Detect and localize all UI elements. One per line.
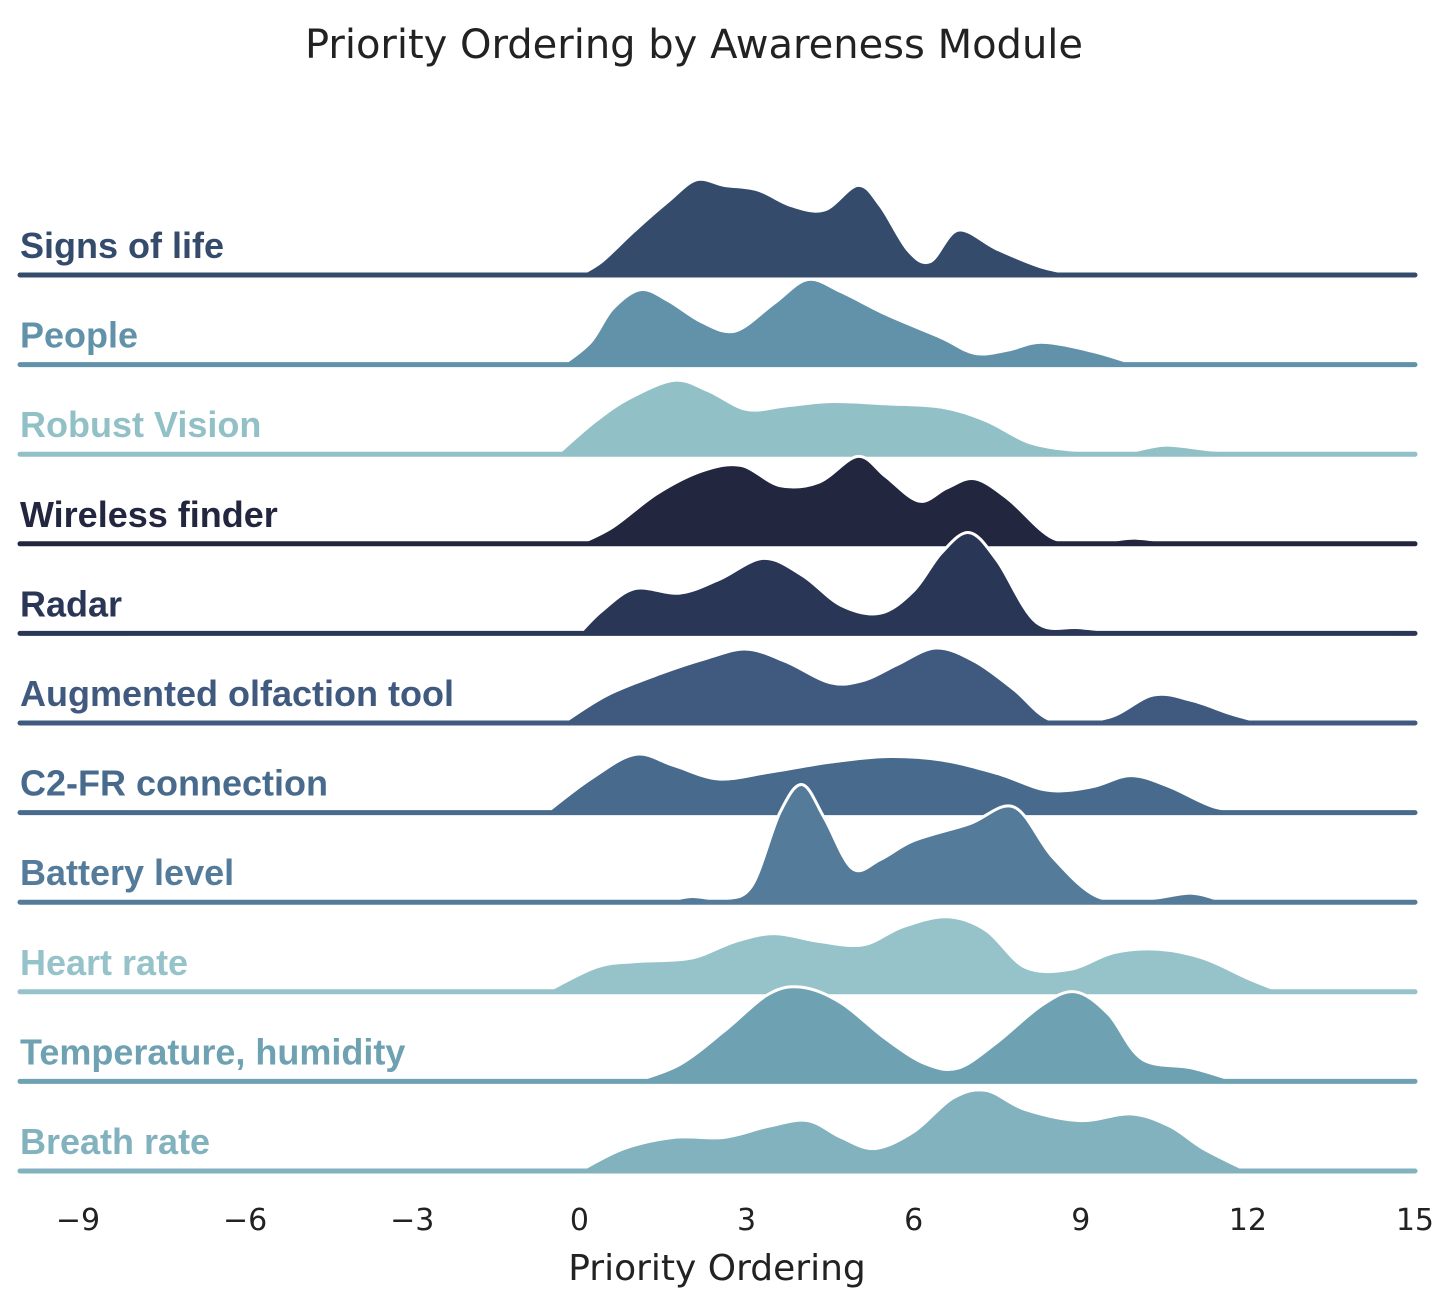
ridge-area [635,986,1237,1082]
ridge-outline [545,915,1282,994]
ridges-group: Signs of life People Robust Vision Wireless… [17,177,1418,1174]
ridge-area [562,647,1265,723]
x-tick-label: 0 [570,1203,589,1238]
ridge-area [579,456,1176,544]
ridge-area [557,380,1259,455]
row-label: Temperature, humidity [20,1031,405,1072]
ridge-heart-rate: Heart rate [17,915,1418,995]
chart-title: Priority Ordering by Awareness Module [305,22,1083,68]
x-tick-label: 3 [737,1203,756,1238]
x-axis-label: Priority Ordering [568,1248,866,1289]
ridge-area [562,279,1137,365]
ridge-outline [556,378,1260,456]
row-label: C2-FR connection [20,763,328,804]
ridge-outline [561,277,1137,367]
row-label: Heart rate [20,942,188,983]
ridge-temperature-humidity: Temperature, humidity [17,985,1418,1084]
ridge-area [546,916,1282,992]
row-label: Battery level [20,852,234,893]
ridge-outline [578,1088,1249,1173]
row-label: Robust Vision [20,404,261,445]
ridge-outline [634,985,1238,1083]
x-tick-label: 6 [904,1203,923,1238]
x-tick-label: −9 [56,1203,100,1238]
ridge-outline [561,646,1265,725]
ridge-radar: Radar [17,531,1418,636]
row-label: Wireless finder [20,494,278,535]
ridge-battery-level: Battery level [17,783,1418,905]
ridge-breath-rate: Breath rate [17,1088,1418,1174]
x-tick-label: −6 [223,1203,267,1238]
ridge-area [579,1089,1248,1171]
ridge-signs-of-life: Signs of life [17,177,1418,278]
x-tick-label: 12 [1229,1203,1267,1238]
ridge-c2-fr-connection: C2-FR connection [17,752,1418,816]
ridge-robust-vision: Robust Vision [17,378,1418,457]
row-label: Radar [20,583,122,624]
row-label: People [20,315,138,356]
x-tick-label: 15 [1396,1203,1434,1238]
ridge-area [662,784,1226,903]
row-label: Breath rate [20,1121,210,1162]
ridge-area [546,754,1259,813]
ridge-wireless-finder: Wireless finder [17,454,1418,547]
ridge-outline [578,177,1082,277]
x-tick-label: −3 [390,1203,434,1238]
x-axis-ticks: −9 −6 −3 0 3 6 9 12 15 [56,1203,1434,1238]
x-tick-label: 9 [1071,1203,1090,1238]
ridge-area [579,532,1137,634]
ridge-augmented-olfaction-tool: Augmented olfaction tool [17,646,1418,726]
row-label: Augmented olfaction tool [20,673,454,714]
ridge-outline [545,752,1260,815]
ridge-people: People [17,277,1418,368]
ridge-area [579,179,1081,275]
ridge-outline [578,531,1137,635]
row-label: Signs of life [20,225,224,266]
